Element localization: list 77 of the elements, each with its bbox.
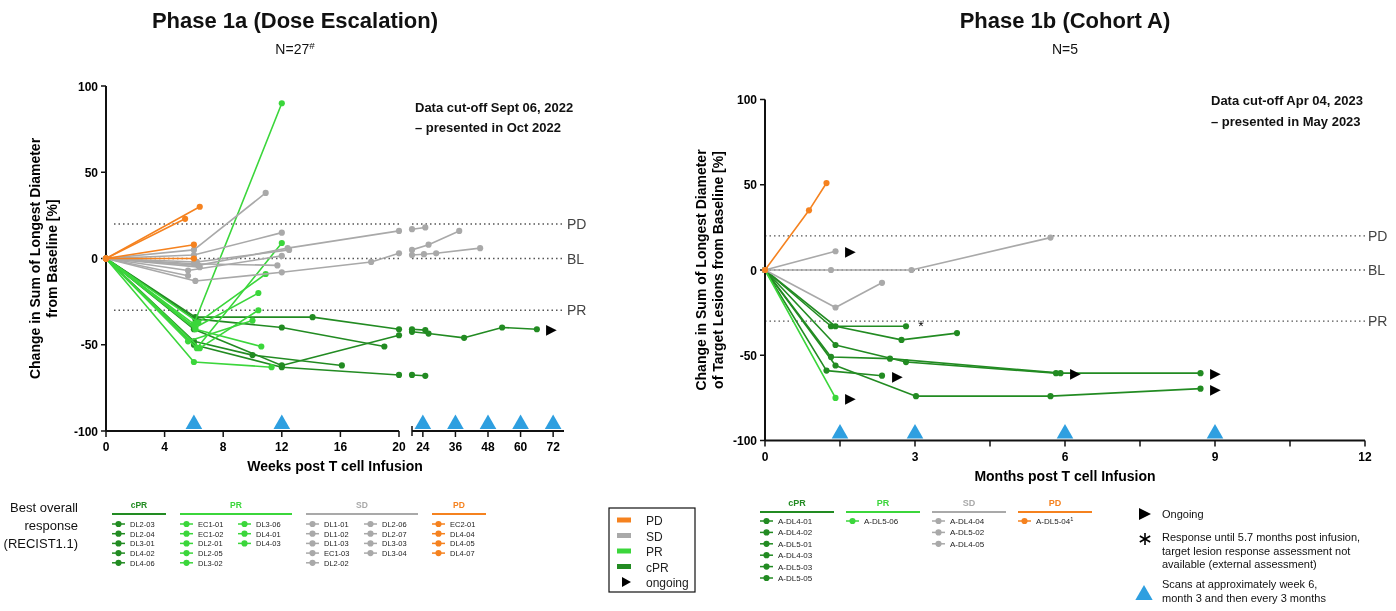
x-tick-label: 48 [481, 440, 495, 454]
annotation: ▶ [1210, 380, 1221, 397]
x-tick-label: 12 [275, 440, 289, 454]
text: PD [453, 500, 465, 510]
y-tick-label: 50 [743, 178, 758, 193]
text: SD [962, 498, 976, 508]
x-axis-title: Months post T cell Infusion [974, 467, 1156, 484]
annotation: Data cut-off Apr 04, 2023 – presented in May 2023 [1211, 93, 1363, 129]
x-tick-label: 20 [392, 440, 406, 454]
y-tick-label: 50 [84, 165, 99, 180]
legend-label: A-DL5-02 [950, 528, 985, 538]
annotation: ▶ [1210, 365, 1221, 382]
x-tick-label: 3 [911, 449, 919, 464]
x-tick-label: 24 [416, 440, 430, 454]
text: Ongoing [1162, 508, 1204, 520]
legend-label: A-DL5-03 [778, 562, 813, 572]
y-axis-title: Change in Sum of Longest Diameter of Target Lesions from Baseline [%] [693, 148, 726, 391]
text: cPR [130, 500, 148, 510]
y-tick-label: 100 [77, 79, 99, 94]
legend-label: A-DL5-01 [778, 539, 813, 549]
x-tick-label: 36 [448, 440, 463, 454]
chart-subtitle: N=5 [1051, 41, 1079, 57]
legend-label: A-DL5-05 [778, 574, 813, 583]
annotation: ▶ [891, 367, 903, 384]
text: PR [230, 500, 242, 510]
ref-line-label: BL [567, 250, 585, 267]
y-tick-label: -100 [732, 434, 758, 448]
chart-title: Phase 1b (Cohort A) [959, 8, 1171, 33]
x-tick-label: 16 [333, 440, 348, 454]
chart-title: Phase 1a (Dose Escalation) [151, 8, 439, 33]
legend-label: Scans at approximately week 6, month 3 and then every 3 months [1162, 578, 1327, 604]
y-tick-label: -50 [739, 348, 758, 363]
x-tick-label: 8 [219, 440, 227, 454]
legend-label: A-DL4-04 [950, 517, 985, 526]
ref-line-label: PR [567, 302, 587, 319]
x-tick-label: 9 [1211, 449, 1219, 464]
x-tick-label: 0 [761, 449, 769, 464]
text: cPR [646, 560, 669, 575]
x-tick-label: 6 [1061, 449, 1069, 464]
x-tick-label: 12 [1358, 449, 1372, 464]
text: SD [646, 529, 663, 544]
legend-label: A-DL4-01 [778, 517, 813, 526]
ref-line-label: PD [1368, 227, 1388, 244]
text: PR [876, 498, 890, 508]
y-tick-label: -100 [73, 424, 99, 439]
annotation: ▶ [845, 243, 856, 260]
x-tick-label: 60 [513, 440, 528, 454]
ref-line-label: PD [567, 216, 587, 232]
ref-line-label: BL [1368, 262, 1386, 278]
text: Response until 5.7 months post infusion, target lesion response assessment not available (external assessment) [1162, 531, 1361, 570]
x-tick-label: 72 [546, 440, 561, 454]
y-axis-title: Change in Sum of Longest Diameter from Baseline [%] [27, 137, 60, 380]
y-tick-label: 100 [736, 93, 758, 107]
legend-label: A-DL5-06 [864, 517, 899, 526]
annotation: Data cut-off Sept 06, 2022 – presented in Oct 2022 [415, 100, 574, 135]
text: PD [646, 514, 663, 528]
annotation: ▶ [845, 389, 856, 406]
ref-line-label: PR [1368, 313, 1388, 330]
text: cPR [788, 498, 807, 508]
text: SD [356, 500, 368, 510]
legend-label: A-DL4-05 [950, 539, 985, 549]
annotation: ▶ [546, 321, 558, 338]
x-tick-label: 0 [102, 440, 110, 454]
y-tick-label: -50 [80, 338, 99, 353]
x-axis-title: Weeks post T cell Infusion [247, 458, 423, 474]
text: ongoing [646, 576, 689, 590]
text: PR [646, 545, 663, 559]
y-tick-label: 0 [91, 252, 99, 266]
chart-subtitle: N=27$^{#}$ [275, 39, 316, 57]
text: Best overall response (RECIST1.1) [3, 500, 79, 551]
text: PD [1048, 498, 1062, 508]
legend-label: A-DL4-02 [778, 528, 813, 538]
x-tick-label: 4 [161, 440, 169, 454]
annotation: * [918, 318, 925, 335]
legend-label: A-DL4-03 [778, 551, 813, 561]
legend-label: A-DL5-04$^{1}$ [1036, 516, 1074, 526]
y-tick-label: 0 [750, 263, 758, 278]
